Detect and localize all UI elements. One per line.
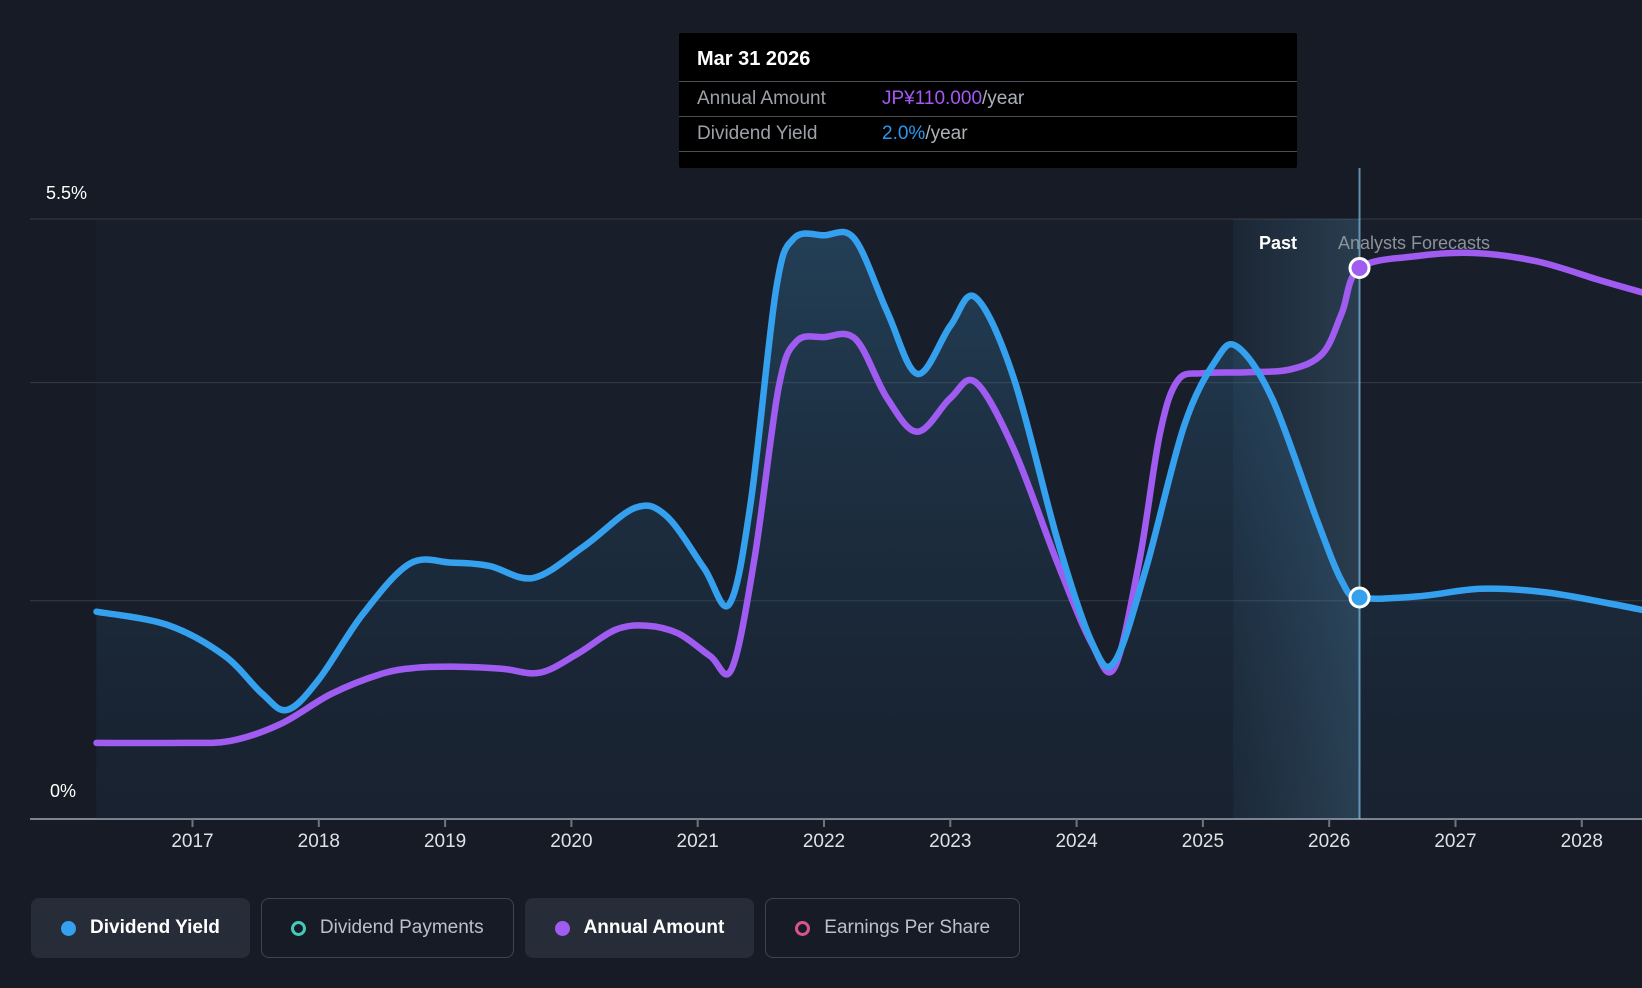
x-axis-label-2026: 2026 (1308, 831, 1351, 852)
legend-item-dividend-yield[interactable]: Dividend Yield (31, 898, 250, 958)
legend-item-label: Dividend Payments (319, 917, 484, 938)
annual-amount-marker (1348, 257, 1371, 280)
annual-amount-line (93, 249, 1642, 747)
y-axis-zero-label: 0% (50, 781, 77, 801)
x-axis-label-2020: 2020 (550, 831, 593, 852)
x-axis-label-2019: 2019 (423, 831, 467, 852)
legend-item-dividend-payments[interactable]: Dividend Payments (260, 898, 514, 958)
x-axis-labels: 2017 2018 2019 2020 2021 2022 2023 2024 2025 2026… (0, 831, 1642, 857)
x-axis-label-2018: 2018 (297, 831, 340, 852)
tooltip-value: JP¥110.000 (882, 88, 983, 109)
legend-item-label: Dividend Yield (90, 917, 220, 938)
dividend-yield-line (93, 228, 1642, 714)
dividend-yield-marker (1348, 586, 1371, 609)
tooltip-label: Dividend Yield (697, 123, 818, 144)
legend-item-earnings-per-share[interactable]: Earnings Per Share (765, 898, 1021, 958)
tooltip-row-dividend-yield: Dividend Yield 2.0%/year (679, 117, 1297, 152)
past-region-label: Past (1259, 233, 1298, 253)
x-axis-label-2021: 2021 (676, 831, 719, 852)
tooltip-unit: /year (982, 88, 1025, 109)
x-axis-label-2022: 2022 (802, 831, 846, 852)
tooltip-unit: /year (925, 123, 968, 144)
dividend-payments-dot-icon (290, 920, 306, 936)
legend-item-annual-amount[interactable]: Annual Amount (524, 898, 755, 958)
tooltip-date: Mar 31 2026 (679, 33, 1297, 82)
dividend-yield-dot-icon (61, 920, 76, 936)
tooltip-value: 2.0% (882, 123, 926, 144)
earnings-per-share-dot-icon (795, 920, 811, 936)
legend-item-label: Annual Amount (583, 917, 725, 938)
legend: Dividend Yield Dividend Payments Annual Am… (31, 898, 1021, 958)
chart-tooltip: Mar 31 2026 Annual Amount JP¥110.000/yea… (679, 33, 1297, 168)
x-axis-label-2023: 2023 (929, 831, 972, 852)
x-axis-label-2025: 2025 (1181, 831, 1225, 852)
x-axis-label-2027: 2027 (1434, 831, 1477, 852)
legend-item-label: Earnings Per Share (824, 917, 991, 938)
x-axis-label-2028: 2028 (1560, 831, 1603, 852)
y-axis-max-label: 5.5% (46, 183, 88, 203)
tooltip-label: Annual Amount (697, 88, 826, 109)
x-axis-label-2017: 2017 (171, 831, 214, 852)
x-axis-label-2024: 2024 (1055, 831, 1098, 852)
annual-amount-dot-icon (554, 920, 570, 936)
forecast-region-label: Analysts Forecasts (1338, 233, 1491, 253)
tooltip-row-annual-amount: Annual Amount JP¥110.000/year (679, 82, 1297, 117)
